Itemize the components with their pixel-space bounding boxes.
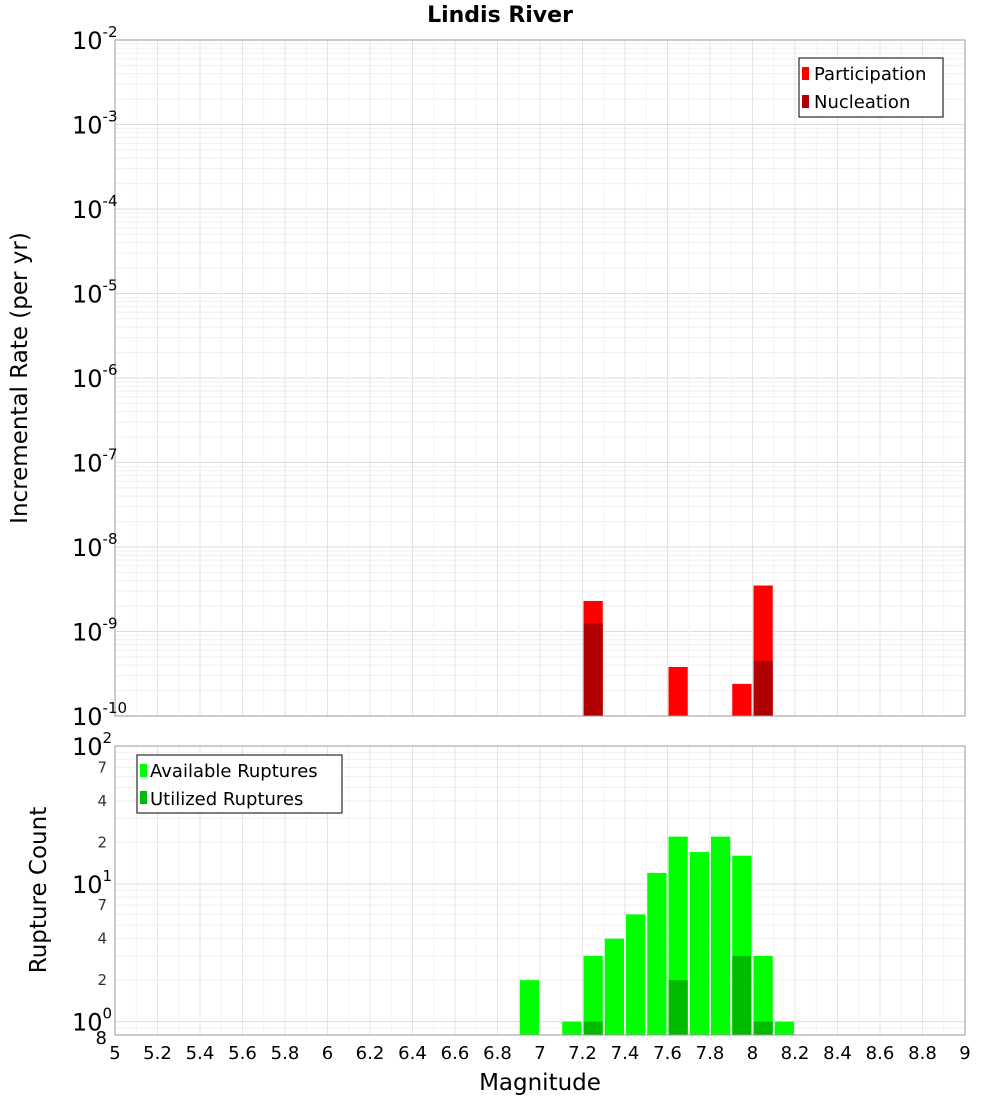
x-tick-label: 7.4 — [611, 1043, 640, 1064]
x-tick-label: 5 — [109, 1043, 120, 1064]
available-ruptures-bar — [562, 1021, 582, 1035]
x-tick-label: 8.4 — [823, 1043, 852, 1064]
utilized-ruptures-bar — [583, 1021, 603, 1035]
x-tick-label: 7.6 — [653, 1043, 682, 1064]
legend-swatch-participation — [802, 67, 809, 80]
bottom-y-minor-tick-label: 2 — [97, 971, 107, 989]
available-ruptures-bar — [711, 836, 731, 1035]
bottom-legend-box — [136, 754, 343, 814]
utilized-ruptures-bar — [668, 980, 688, 1035]
bottom-y-major-tick-label: 101 — [72, 867, 112, 899]
x-tick-label: 6.6 — [441, 1043, 470, 1064]
bottom-panel: 102 101 100 7 4 2 7 4 2 8 5 5.2 5.4 5.6 5.8 6 6.2 6.4 6.6… — [26, 729, 971, 1096]
bottom-bars — [519, 836, 794, 1035]
top-y-ticks: 10-2 10-3 10-4 10-5 10-6 10-7 10-8 10-9 10-10 — [72, 23, 127, 731]
utilized-ruptures-bar — [732, 955, 752, 1035]
available-ruptures-bar — [774, 1021, 794, 1035]
bottom-y-minor-tick-label: 4 — [97, 930, 107, 948]
bottom-y-minor-tick-label: 7 — [97, 896, 107, 914]
x-tick-label: 7.8 — [696, 1043, 725, 1064]
top-bars — [583, 585, 773, 716]
top-y-tick-label: 10-2 — [72, 23, 118, 55]
legend-label-utilized: Utilized Ruptures — [150, 789, 303, 810]
x-axis-label: Magnitude — [479, 1070, 601, 1096]
top-grid — [114, 40, 966, 717]
x-tick-label: 5.2 — [143, 1043, 172, 1064]
top-y-tick-label: 10-8 — [72, 530, 118, 562]
top-plot-border — [114, 39, 966, 717]
x-tick-label: 5.8 — [271, 1043, 300, 1064]
available-ruptures-bar — [689, 852, 709, 1035]
x-tick-label: 5.6 — [228, 1043, 257, 1064]
available-ruptures-bar — [604, 938, 624, 1035]
top-y-tick-label: 10-9 — [72, 615, 118, 647]
top-legend: Participation Nucleation — [798, 57, 944, 118]
bottom-y-axis-label: Rupture Count — [26, 807, 52, 973]
top-y-tick-label: 10-6 — [72, 361, 118, 393]
x-ticks: 5 5.2 5.4 5.6 5.8 6 6.2 6.4 6.6 6.8 7 7.2 7.4 7.6 7.8 8… — [109, 1043, 970, 1064]
legend-label-available: Available Ruptures — [150, 761, 318, 782]
bottom-y-minor-tick-label: 2 — [97, 833, 107, 851]
x-tick-label: 8 — [747, 1043, 758, 1064]
nucleation-bar — [753, 660, 773, 716]
x-tick-label: 6.4 — [398, 1043, 427, 1064]
legend-label-nucleation: Nucleation — [814, 92, 910, 113]
x-tick-label: 6.8 — [483, 1043, 512, 1064]
bottom-plot-border — [114, 745, 966, 1036]
x-tick-label: 6.2 — [356, 1043, 385, 1064]
top-legend-box — [798, 57, 944, 118]
legend-swatch-nucleation — [802, 95, 809, 108]
available-ruptures-bar — [519, 980, 539, 1035]
bottom-y-minor-tick-label: 8 — [96, 1028, 107, 1049]
x-tick-label: 7 — [534, 1043, 545, 1064]
available-ruptures-bar — [647, 872, 667, 1035]
bottom-legend: Available Ruptures Utilized Ruptures — [136, 754, 343, 814]
bottom-y-major-tick-label: 102 — [72, 729, 112, 761]
bottom-y-minor-tick-label: 4 — [97, 792, 107, 810]
top-y-tick-label: 10-5 — [72, 277, 118, 309]
available-ruptures-bar — [753, 955, 773, 1035]
x-tick-label: 5.4 — [186, 1043, 215, 1064]
x-tick-label: 7.2 — [568, 1043, 597, 1064]
legend-swatch-available — [140, 764, 147, 777]
bottom-y-ticks: 102 101 100 7 4 2 7 4 2 8 — [72, 729, 112, 1049]
top-y-tick-label: 10-10 — [72, 699, 127, 731]
available-ruptures-bar — [626, 914, 646, 1035]
participation-bar — [732, 683, 752, 716]
participation-bar — [668, 667, 688, 716]
x-tick-label: 6 — [322, 1043, 333, 1064]
top-y-tick-label: 10-7 — [72, 446, 118, 478]
nucleation-bar — [583, 623, 603, 716]
x-tick-label: 9 — [959, 1043, 970, 1064]
chart-title: Lindis River — [427, 3, 573, 28]
legend-swatch-utilized — [140, 791, 147, 804]
top-panel: 10-2 10-3 10-4 10-5 10-6 10-7 10-8 10-9 10-10 In… — [7, 23, 966, 731]
top-y-axis-label: Incremental Rate (per yr) — [7, 232, 33, 524]
top-y-tick-label: 10-3 — [72, 108, 118, 140]
available-ruptures-bar — [583, 955, 603, 1035]
top-y-tick-label: 10-4 — [72, 192, 118, 224]
utilized-ruptures-bar — [753, 1021, 773, 1035]
bottom-y-minor-tick-label: 7 — [97, 758, 107, 776]
x-tick-label: 8.8 — [908, 1043, 937, 1064]
bottom-y-major-tick-label: 100 — [72, 1005, 112, 1037]
x-tick-label: 8.2 — [781, 1043, 810, 1064]
legend-label-participation: Participation — [814, 64, 926, 85]
x-tick-label: 8.6 — [866, 1043, 895, 1064]
